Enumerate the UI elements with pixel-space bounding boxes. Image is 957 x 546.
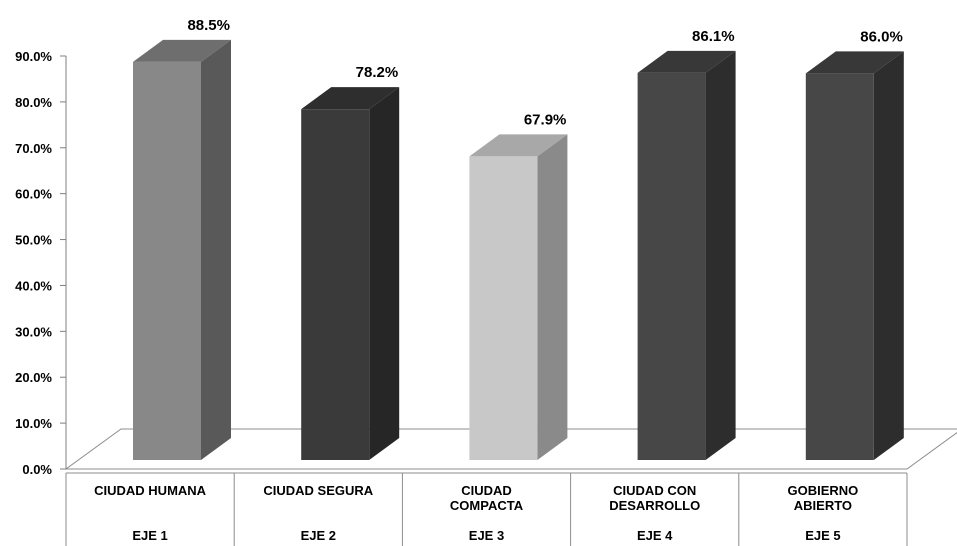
category-label: CIUDAD SEGURA bbox=[263, 483, 373, 498]
category-group-label: EJE 4 bbox=[637, 528, 673, 543]
data-label: 88.5% bbox=[187, 17, 230, 34]
bar-front bbox=[301, 109, 370, 460]
category-label: DESARROLLO bbox=[609, 498, 700, 513]
bar-top bbox=[133, 39, 231, 62]
bar-front bbox=[133, 61, 201, 461]
y-tick-label: 80.0% bbox=[15, 95, 52, 110]
category-label: COMPACTA bbox=[450, 498, 524, 513]
y-tick-label: 70.0% bbox=[15, 141, 52, 156]
bar-front bbox=[637, 72, 706, 460]
bar-top bbox=[805, 51, 904, 74]
bar-side bbox=[369, 87, 400, 460]
bar-top bbox=[301, 87, 400, 110]
bar-front bbox=[805, 73, 874, 460]
bar-front bbox=[469, 156, 538, 461]
y-tick-label: 20.0% bbox=[15, 370, 52, 385]
y-tick-label: 0.0% bbox=[22, 462, 52, 477]
data-label: 78.2% bbox=[356, 64, 399, 81]
category-group-label: EJE 2 bbox=[301, 528, 336, 543]
category-label: CIUDAD HUMANA bbox=[94, 483, 207, 498]
data-label: 67.9% bbox=[524, 111, 567, 128]
y-tick-label: 90.0% bbox=[15, 49, 52, 64]
bar-side bbox=[201, 39, 231, 461]
bar bbox=[301, 87, 400, 460]
bar-top bbox=[469, 134, 568, 157]
y-tick-label: 40.0% bbox=[15, 278, 52, 293]
data-label: 86.1% bbox=[692, 28, 735, 45]
bar bbox=[805, 51, 904, 460]
y-tick-label: 60.0% bbox=[15, 187, 52, 202]
data-labels: 88.5% 78.2% 67.9% 86.1% 86.0% bbox=[187, 17, 902, 129]
category-label: GOBIERNO bbox=[788, 483, 859, 498]
category-label: ABIERTO bbox=[794, 498, 852, 513]
bars bbox=[133, 39, 904, 461]
category-group-label: EJE 5 bbox=[805, 528, 840, 543]
bar bbox=[469, 134, 568, 461]
bar-side bbox=[537, 134, 568, 461]
bar-side bbox=[705, 50, 736, 460]
bar bbox=[637, 50, 736, 460]
bar bbox=[133, 39, 231, 461]
y-tick-label: 30.0% bbox=[15, 324, 52, 339]
y-axis: 0.0% 10.0% 20.0% 30.0% 40.0% 50.0% 60.0% 70.0% 8… bbox=[15, 49, 67, 477]
bar-side bbox=[873, 51, 904, 460]
category-table: CIUDAD HUMANA EJE 1 CIUDAD SEGURA EJE 2 CIUD… bbox=[65, 472, 908, 546]
category-label: CIUDAD bbox=[461, 483, 512, 498]
category-group-label: EJE 3 bbox=[469, 528, 504, 543]
y-tick-label: 10.0% bbox=[15, 416, 52, 431]
y-tick-label: 50.0% bbox=[15, 233, 52, 248]
category-group-label: EJE 1 bbox=[132, 528, 167, 543]
data-label: 86.0% bbox=[860, 28, 903, 45]
category-label: CIUDAD CON bbox=[613, 483, 696, 498]
bar-top bbox=[637, 50, 736, 73]
